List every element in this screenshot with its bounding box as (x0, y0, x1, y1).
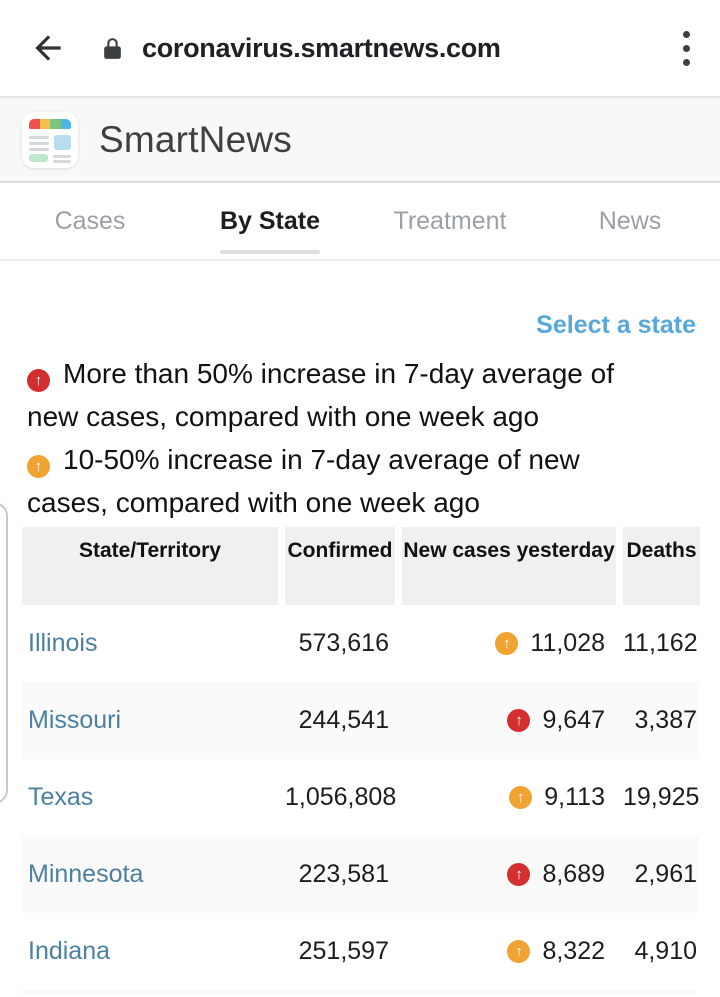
confirmed-value: 573,616 (298, 629, 389, 657)
tab-news[interactable]: News (598, 206, 662, 235)
site-title: SmartNews (99, 118, 292, 160)
confirmed-value: 244,541 (298, 706, 389, 734)
next-row-partial (22, 990, 699, 994)
smartnews-logo-icon[interactable] (22, 111, 78, 168)
deaths-value: 3,387 (634, 706, 697, 734)
table-row: Texas 1,056,808 ↑ 9,113 19,925 (22, 759, 699, 836)
confirmed-value: 251,597 (298, 937, 389, 965)
browser-menu-button[interactable] (677, 25, 696, 72)
new-cases-cell: ↑ 9,647 (402, 706, 616, 735)
legend-item-medium: ↑ 10-50% increase in 7-day average of new… (27, 438, 700, 524)
menu-dot (683, 44, 690, 52)
site-header: SmartNews (0, 98, 720, 183)
menu-dot (683, 58, 690, 66)
back-button[interactable] (28, 28, 68, 68)
logo-color-strip (29, 118, 71, 129)
trend-up-icon: ↑ (27, 369, 50, 392)
legend-text: 10-50% increase in 7-day average of new (63, 444, 580, 475)
table-row: Missouri 244,541 ↑ 9,647 3,387 (22, 682, 699, 759)
menu-dot (683, 30, 690, 38)
column-header-deaths: Deaths (623, 527, 700, 605)
trend-up-icon: ↑ (507, 863, 531, 886)
table-header-row: State/Territory Confirmed New cases yest… (22, 527, 700, 605)
new-cases-value: 8,322 (542, 937, 605, 965)
trend-legend: ↑ More than 50% increase in 7-day average… (27, 352, 700, 524)
offscreen-card-edge (0, 502, 8, 804)
state-link[interactable]: Indiana (28, 937, 111, 965)
new-cases-cell: ↑ 11,028 (402, 629, 616, 658)
trend-up-icon: ↑ (27, 455, 50, 478)
logo-image-block (29, 153, 48, 162)
column-header-new-cases: New cases yesterday (402, 527, 616, 605)
new-cases-value: 8,689 (542, 860, 605, 888)
confirmed-value: 1,056,808 (285, 783, 397, 811)
table-row: Illinois 573,616 ↑ 11,028 11,162 (22, 605, 699, 682)
column-header-confirmed: Confirmed (285, 527, 395, 605)
select-a-state-link[interactable]: Select a state (536, 311, 696, 339)
trend-up-icon: ↑ (495, 632, 519, 655)
deaths-value: 19,925 (623, 783, 700, 811)
confirmed-value: 223,581 (298, 860, 389, 888)
browser-toolbar: coronavirus.smartnews.com (0, 0, 720, 98)
address-url[interactable]: coronavirus.smartnews.com (142, 32, 501, 63)
new-cases-value: 11,028 (530, 629, 605, 657)
column-header-state: State/Territory (22, 527, 278, 605)
legend-text: new cases, compared with one week ago (27, 401, 540, 432)
table-row: Minnesota 223,581 ↑ 8,689 2,961 (22, 836, 699, 913)
legend-item-high: ↑ More than 50% increase in 7-day average… (27, 352, 700, 438)
deaths-value: 2,961 (634, 860, 697, 888)
lock-icon (100, 36, 125, 61)
new-cases-value: 9,647 (542, 706, 605, 734)
new-cases-cell: ↑ 9,113 (402, 783, 616, 812)
legend-text: More than 50% increase in 7-day average … (63, 358, 614, 389)
legend-text: cases, compared with one week ago (27, 487, 480, 518)
tab-treatment[interactable]: Treatment (393, 206, 507, 235)
tab-cases[interactable]: Cases (54, 206, 126, 235)
page-content: Select a state ↑ More than 50% increase i… (0, 311, 720, 994)
states-table: State/Territory Confirmed New cases yest… (22, 527, 700, 990)
deaths-value: 11,162 (623, 629, 698, 657)
table-row: Indiana 251,597 ↑ 8,322 4,910 (22, 913, 699, 990)
deaths-value: 4,910 (634, 937, 697, 965)
new-cases-cell: ↑ 8,322 (402, 937, 616, 966)
new-cases-value: 9,113 (544, 783, 605, 811)
tab-by-state[interactable]: By State (180, 183, 360, 259)
trend-up-icon: ↑ (509, 786, 533, 809)
state-link[interactable]: Minnesota (28, 860, 144, 888)
state-link[interactable]: Illinois (28, 629, 98, 657)
trend-up-icon: ↑ (507, 709, 531, 732)
state-link[interactable]: Missouri (28, 706, 122, 734)
active-tab-underline (220, 250, 320, 254)
tab-bar: Cases By State Treatment News (0, 183, 720, 261)
back-arrow-icon (35, 35, 61, 61)
table-body: Illinois 573,616 ↑ 11,028 11,162 Missour… (22, 605, 699, 990)
logo-image-block (54, 134, 71, 150)
trend-up-icon: ↑ (507, 940, 531, 963)
state-link[interactable]: Texas (28, 783, 94, 811)
new-cases-cell: ↑ 8,689 (402, 860, 616, 889)
